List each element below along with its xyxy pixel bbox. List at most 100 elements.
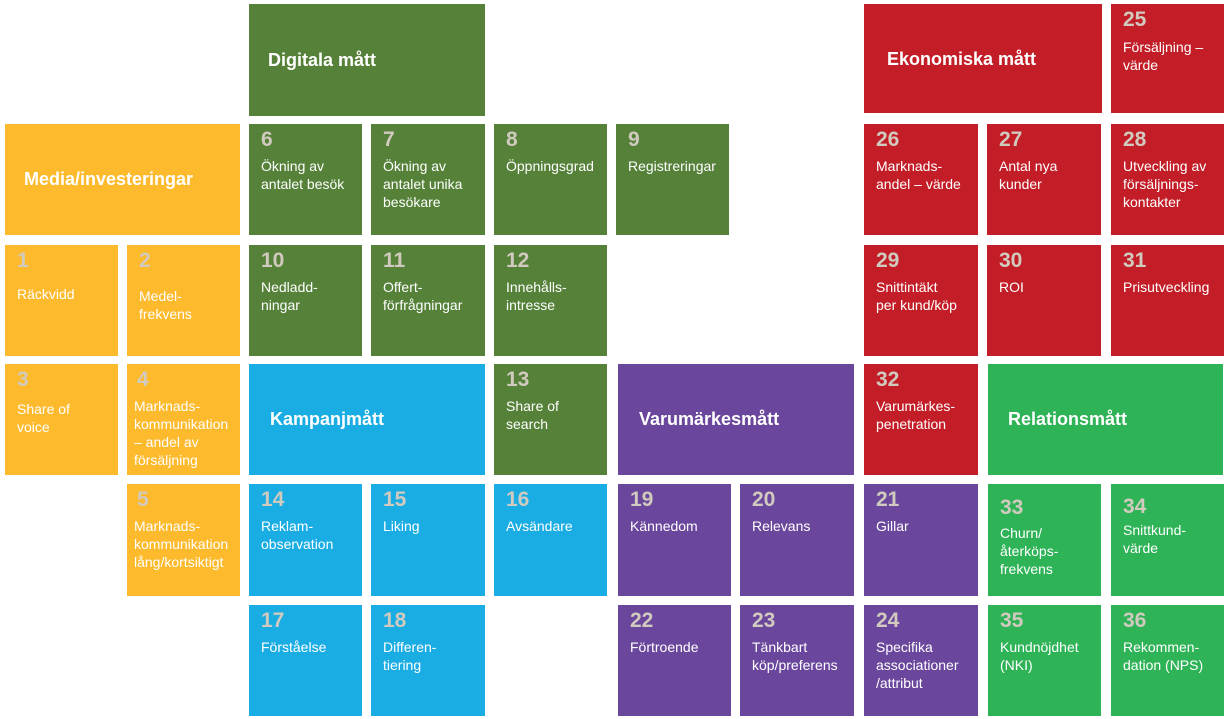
metric-number: 21 [876,488,900,511]
metric-label: Snittkund- värde [1123,522,1187,556]
metric-number: 35 [1000,609,1024,632]
metric-tile-11: 11 Offert- förfrågningar [371,245,485,356]
metric-label: Churn/ återköps- frekvens [1000,525,1059,577]
header-digitala-label: Digitala mått [268,49,377,70]
metric-tile-13: 13 Share of search [494,364,607,475]
metric-label: Varumärkes- penetration [876,398,956,432]
metric-label: Relevans [752,518,811,534]
metric-number: 32 [876,368,900,391]
metric-label: Prisutveckling [1123,279,1210,295]
metric-number: 27 [999,128,1023,151]
metric-tile-15: 15 Liking [371,484,485,596]
metric-tile-25: 25 Försäljning – värde [1111,4,1224,113]
metric-number: 13 [506,368,530,391]
metric-label: Innehålls- intresse [506,279,567,313]
metric-number: 23 [752,609,776,632]
metric-tile-5: 5 Marknads- kommunikation lång/kortsikti… [127,484,240,596]
metric-number: 18 [383,609,407,632]
metric-label: Tänkbart köp/preferens [752,639,838,673]
header-varumarke: Varumärkesmått [618,364,854,475]
metric-tile-36: 36 Rekommen- dation (NPS) [1111,605,1224,716]
metric-tile-6: 6 Ökning av antalet besök [249,124,362,235]
metric-label: Avsändare [506,518,573,534]
metric-number: 22 [630,609,654,632]
metric-number: 24 [876,609,900,632]
metric-number: 25 [1123,8,1147,31]
header-kampanj-label: Kampanjmått [270,409,385,429]
header-kampanj: Kampanjmått [249,364,485,475]
header-media-label: Media/investeringar [24,169,194,189]
metric-tile-24: 24 Specifika associationer /attribut [864,605,978,716]
metric-tile-1: 1 Räckvidd [5,245,118,356]
metric-number: 3 [17,368,29,391]
metric-tile-30: 30 ROI [987,245,1101,356]
metric-tile-2: 2 Medel- frekvens [127,245,240,356]
metric-label: ROI [999,279,1024,295]
metric-number: 11 [383,249,406,272]
metric-tile-22: 22 Förtroende [618,605,731,716]
header-ekonomiska: Ekonomiska mått [864,4,1102,113]
metric-label: Rekommen- dation (NPS) [1123,639,1204,673]
metric-tile-18: 18 Differen- tiering [371,605,485,716]
metric-tile-33: 33 Churn/ återköps- frekvens [988,484,1101,596]
metric-label: Marknads- andel – värde [876,158,961,192]
metric-tile-19: 19 Kännedom [618,484,731,596]
metric-tile-8: 8 Öppningsgrad [494,124,607,235]
header-media: Media/investeringar [5,124,240,235]
metric-number: 36 [1123,609,1147,632]
metric-label: Reklam- observation [261,518,334,552]
metric-tile-10: 10 Nedladd- ningar [249,245,362,356]
metric-number: 12 [506,249,530,272]
metric-number: 7 [383,128,395,151]
metric-label: Marknads- kommunikation – andel av försä… [134,398,229,468]
metric-label: Kännedom [630,518,698,534]
metric-tile-31: 31 Prisutveckling [1111,245,1224,356]
metric-tile-12: 12 Innehålls- intresse [494,245,607,356]
metric-number: 5 [137,488,149,511]
metric-label: Liking [383,518,420,534]
metric-tile-23: 23 Tänkbart köp/preferens [740,605,854,716]
metric-tile-34: 34 Snittkund- värde [1111,484,1224,596]
metric-number: 33 [1000,496,1024,519]
metric-number: 17 [261,609,285,632]
metric-tile-17: 17 Förståelse [249,605,362,716]
metric-tile-16: 16 Avsändare [494,484,607,596]
header-relation-label: Relationsmått [1008,409,1128,429]
metric-tile-20: 20 Relevans [740,484,854,596]
metric-tile-35: 35 Kundnöjdhet (NKI) [988,605,1101,716]
metric-label: Marknads- kommunikation lång/kortsiktigt [134,518,229,570]
metric-number: 8 [506,128,518,151]
metric-tile-14: 14 Reklam- observation [249,484,362,596]
metric-label: Differen- tiering [383,639,437,673]
metric-label: Räckvidd [17,286,75,302]
header-relation: Relationsmått [988,364,1223,475]
metric-tile-21: 21 Gillar [864,484,978,596]
metric-number: 28 [1123,128,1147,151]
metric-tile-3: 3 Share of voice [5,364,118,475]
metric-label: Share of search [506,398,559,432]
metric-label: Förståelse [261,639,327,655]
header-digitala: Digitala mått [249,4,485,116]
header-varumarke-label: Varumärkesmått [639,409,780,429]
metric-number: 15 [383,488,407,511]
metric-tile-32: 32 Varumärkes- penetration [864,364,978,475]
metric-label: Specifika associationer /attribut [876,639,959,691]
metric-number: 10 [261,249,285,272]
metric-label: Utveckling av försäljnings- kontakter [1123,158,1207,210]
metric-label: Försäljning – värde [1123,39,1204,73]
metric-number: 14 [261,488,285,511]
metric-number: 30 [999,249,1023,272]
metric-number: 6 [261,128,273,151]
metric-label: Medel- frekvens [139,288,192,322]
metric-label: Öppningsgrad [506,158,594,174]
metric-number: 29 [876,249,900,272]
metric-number: 26 [876,128,900,151]
metric-tile-28: 28 Utveckling av försäljnings- kontakter [1111,124,1224,235]
metric-number: 9 [628,128,640,151]
metric-label: Registreringar [628,158,716,174]
metric-number: 20 [752,488,776,511]
metric-label: Ökning av antalet besök [261,158,345,192]
metric-tile-9: 9 Registreringar [616,124,729,235]
metric-tile-27: 27 Antal nya kunder [987,124,1101,235]
metric-label: Offert- förfrågningar [383,279,463,313]
